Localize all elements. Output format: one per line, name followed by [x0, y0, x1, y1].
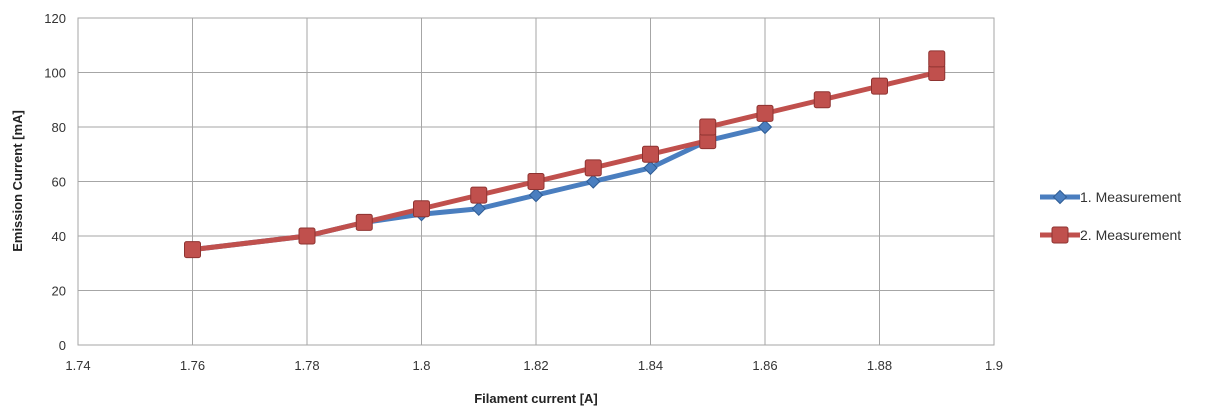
series-2-point — [470, 186, 488, 204]
x-tick-label: 1.84 — [638, 358, 663, 373]
x-tick-label: 1.86 — [752, 358, 777, 373]
series-2-point — [871, 77, 888, 95]
y-tick-label: 20 — [52, 284, 66, 299]
series-2-point — [928, 50, 946, 68]
series-2-point — [527, 173, 545, 190]
y-tick-label: 100 — [44, 66, 66, 81]
series-1-point — [643, 160, 658, 176]
series-2-point — [756, 104, 774, 122]
series-2-point — [699, 118, 717, 136]
y-tick-label: 80 — [52, 120, 66, 135]
y-axis-title: Emission Current [mA] — [10, 110, 25, 252]
series — [184, 50, 946, 259]
series-1-point — [757, 119, 773, 135]
x-tick-label: 1.74 — [65, 358, 90, 373]
series-2 — [184, 50, 946, 259]
series-2-point — [642, 145, 659, 163]
x-tick-label: 1.88 — [867, 358, 892, 373]
x-axis-title: Filament current [A] — [474, 391, 598, 406]
y-tick-label: 0 — [59, 338, 66, 353]
series-2-point — [184, 241, 201, 259]
y-tick-label: 60 — [52, 175, 66, 190]
plot-area-border — [77, 17, 995, 346]
y-axis-ticks: 0 20 40 60 80 100 120 — [44, 11, 66, 353]
x-tick-label: 1.78 — [294, 358, 319, 373]
x-tick-label: 1.9 — [985, 358, 1003, 373]
y-tick-label: 40 — [52, 229, 66, 244]
legend: 1. Measurement 2. Measurement — [1040, 189, 1181, 244]
series-1-point — [471, 201, 486, 216]
x-tick-label: 1.8 — [412, 358, 430, 373]
y-tick-label: 120 — [44, 11, 66, 26]
series-2-point — [584, 159, 602, 177]
legend-swatch-marker — [1052, 189, 1068, 205]
x-tick-label: 1.82 — [523, 358, 548, 373]
series-2-point — [355, 213, 373, 231]
x-axis-ticks: 1.74 1.76 1.78 1.8 1.82 1.84 1.86 1.88 1.9 — [65, 358, 1003, 373]
series-2-point — [298, 227, 316, 245]
grid — [78, 18, 994, 345]
legend-label: 2. Measurement — [1080, 227, 1181, 243]
legend-label: 1. Measurement — [1080, 189, 1181, 205]
series-1-point — [586, 174, 601, 189]
x-tick-label: 1.76 — [180, 358, 205, 373]
series-2-point — [413, 200, 430, 218]
series-1-point — [528, 187, 544, 203]
legend-swatch-marker — [1051, 226, 1069, 244]
series-2-point — [813, 91, 831, 109]
